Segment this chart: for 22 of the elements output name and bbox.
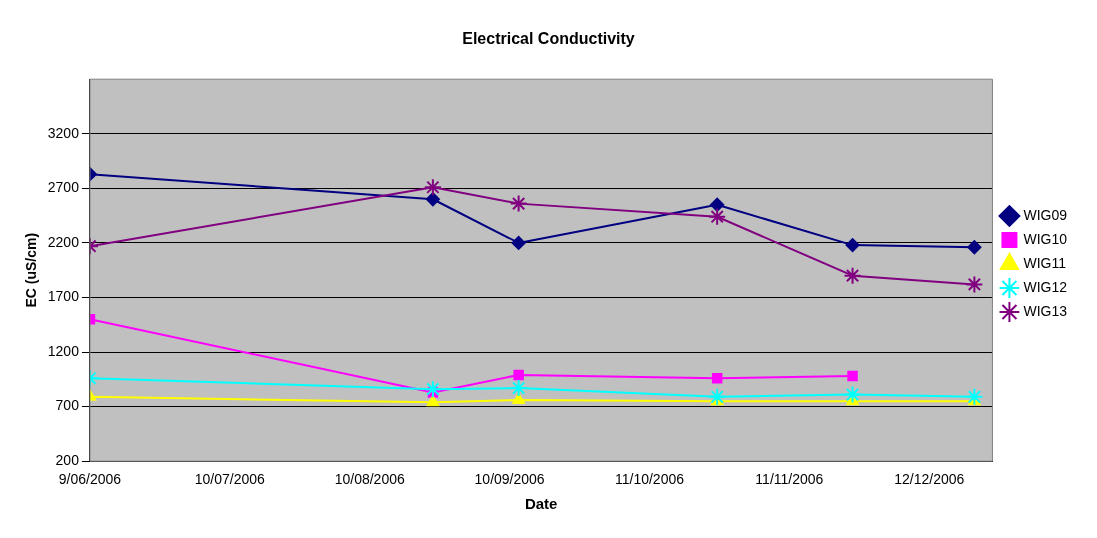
legend-label: WIG09 [1023,206,1068,223]
chart-title: Electrical Conductivity [462,30,635,48]
y-axis-title: EC (uS/cm) [23,232,40,308]
y-tick-label: 3200 [47,124,80,141]
y-tick-label: 700 [55,397,80,414]
x-tick-label: 11/11/2006 [755,471,824,488]
y-tick-label: 200 [55,452,80,469]
x-axis-title: Date [524,495,558,513]
x-tick-label: 10/07/2006 [194,471,266,488]
y-tick-label: 2200 [47,233,80,250]
x-tick-label: 10/09/2006 [474,471,545,488]
y-tick-label: 2700 [47,179,80,196]
legend-label: WIG12 [1023,278,1068,295]
legend-label: WIG13 [1023,302,1068,319]
y-tick-label: 1200 [47,342,80,359]
legend-label: WIG10 [1023,230,1068,247]
x-tick-label: 11/10/2006 [614,471,685,488]
x-tick-label: 9/06/2006 [58,471,122,488]
y-tick-label: 1700 [47,288,80,305]
legend-label: WIG11 [1023,254,1067,271]
x-tick-label: 12/12/2006 [894,471,965,488]
x-tick-label: 10/08/2006 [334,471,405,488]
